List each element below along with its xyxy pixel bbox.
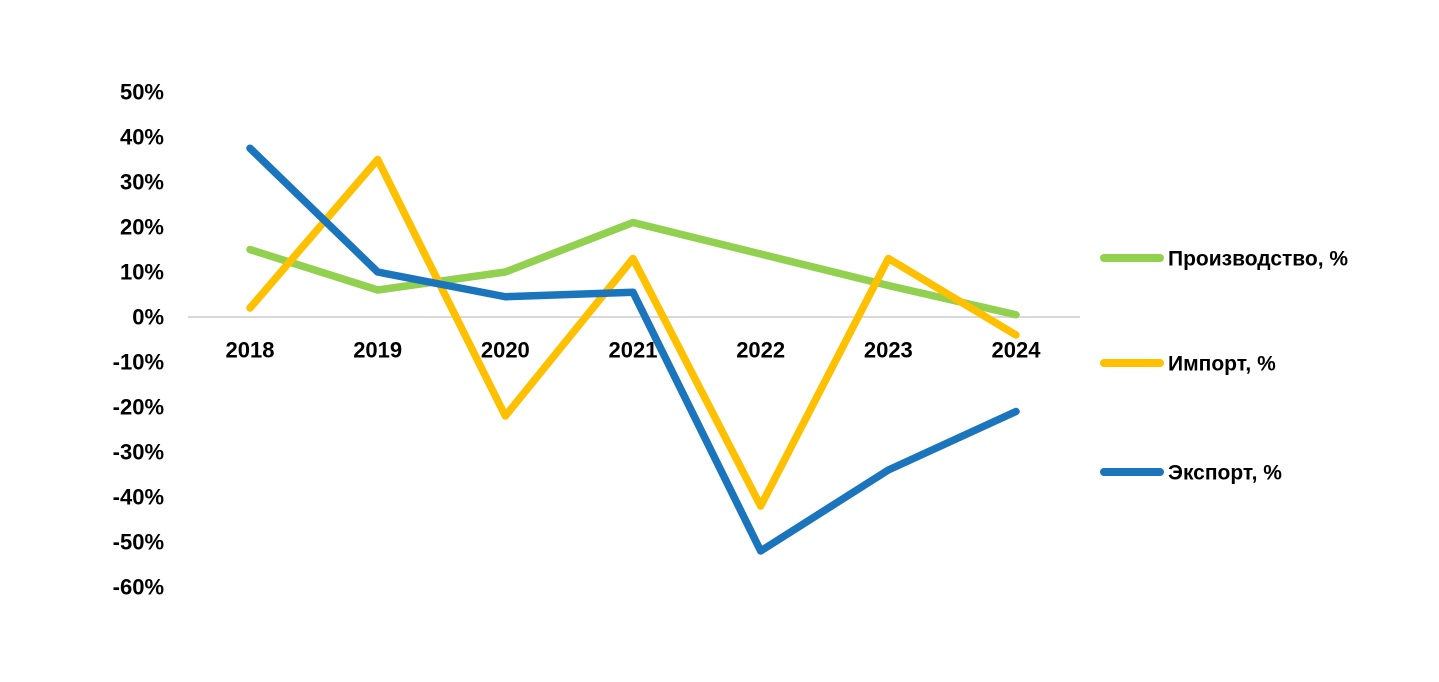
series-line-export (246, 144, 1020, 555)
x-axis-year-label: 2022 (736, 338, 785, 363)
series-line-production (246, 218, 1020, 319)
legend-item-production: Производство, % (1100, 247, 1348, 270)
series-line-import (246, 155, 1020, 510)
y-axis-tick-label: 10% (120, 260, 164, 285)
y-axis-tick-label: 40% (120, 125, 164, 150)
x-axis-year-label: 2023 (864, 338, 913, 363)
legend-label-import: Импорт, % (1168, 352, 1276, 375)
x-axis-year-label: 2021 (609, 338, 658, 363)
legend-item-import: Импорт, % (1100, 352, 1276, 375)
x-axis-year-label: 2018 (226, 338, 275, 363)
y-axis-tick-label: 20% (120, 215, 164, 240)
x-axis-year-label: 2019 (353, 338, 402, 363)
y-axis-tick-label: -10% (113, 350, 164, 375)
legend-label-export: Экспорт, % (1168, 461, 1282, 484)
y-axis-tick-label: 50% (120, 80, 164, 105)
x-axis-year-label: 2024 (992, 338, 1042, 363)
legend-label-production: Производство, % (1168, 247, 1348, 270)
y-axis-tick-label: -20% (113, 395, 164, 420)
legend-item-export: Экспорт, % (1100, 461, 1282, 484)
y-axis-tick-label: 0% (132, 305, 164, 330)
y-axis-tick-label: -50% (113, 530, 164, 555)
y-axis-tick-label: -30% (113, 440, 164, 465)
y-axis-tick-label: -60% (113, 575, 164, 600)
y-axis-tick-label: -40% (113, 485, 164, 510)
x-axis-year-label: 2020 (481, 338, 530, 363)
y-axis-tick-label: 30% (120, 170, 164, 195)
